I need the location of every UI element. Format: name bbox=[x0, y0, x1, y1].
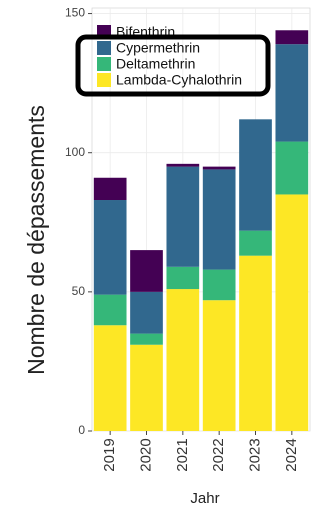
bar-segment bbox=[202, 269, 236, 301]
bar-segment bbox=[202, 166, 236, 170]
bar-segment bbox=[166, 163, 200, 167]
bar-segment bbox=[202, 169, 236, 270]
legend-swatch bbox=[97, 41, 111, 55]
bar-segment bbox=[202, 300, 236, 431]
y-axis-title: Nombre de dépassements bbox=[23, 105, 49, 375]
x-tick-label: 2022 bbox=[210, 438, 227, 471]
x-tick-label: 2024 bbox=[283, 438, 300, 471]
bar-segment bbox=[93, 200, 127, 295]
y-tick-label: 50 bbox=[72, 284, 86, 298]
bar-segment bbox=[166, 289, 200, 431]
bar-segment bbox=[239, 119, 272, 231]
bar-segment bbox=[166, 266, 200, 290]
x-tick-label: 2019 bbox=[101, 438, 118, 471]
legend-label: Lambda-Cyhalothrin bbox=[116, 72, 242, 88]
bar-segment bbox=[93, 294, 127, 326]
bar-segment bbox=[239, 230, 272, 256]
bar-segment bbox=[93, 325, 127, 431]
y-tick-label: 0 bbox=[78, 423, 85, 437]
bar-segment bbox=[275, 194, 309, 431]
bar-segment bbox=[93, 177, 127, 201]
bar-segment bbox=[130, 344, 163, 431]
bar-segment bbox=[130, 333, 163, 345]
bar-segment bbox=[166, 166, 200, 267]
legend-swatch bbox=[97, 57, 111, 71]
x-tick-label: 2023 bbox=[246, 438, 263, 471]
x-axis-title: Jahr bbox=[190, 490, 219, 507]
bar-segment bbox=[239, 255, 272, 431]
y-tick-label: 150 bbox=[65, 6, 85, 20]
bar-segment bbox=[130, 291, 163, 334]
y-tick-label: 100 bbox=[65, 145, 85, 159]
bar-segment bbox=[275, 141, 309, 195]
legend-label: Deltamethrin bbox=[116, 56, 195, 72]
bar-segment bbox=[275, 30, 309, 45]
bar-segment bbox=[275, 44, 309, 142]
plot-panel bbox=[91, 7, 311, 432]
x-tick-label: 2020 bbox=[137, 438, 154, 471]
x-tick-label: 2021 bbox=[174, 438, 191, 471]
bar-segment bbox=[130, 250, 163, 292]
highlight-box bbox=[75, 34, 271, 97]
legend-swatch bbox=[97, 73, 111, 87]
legend-label: Cypermethrin bbox=[116, 40, 200, 56]
